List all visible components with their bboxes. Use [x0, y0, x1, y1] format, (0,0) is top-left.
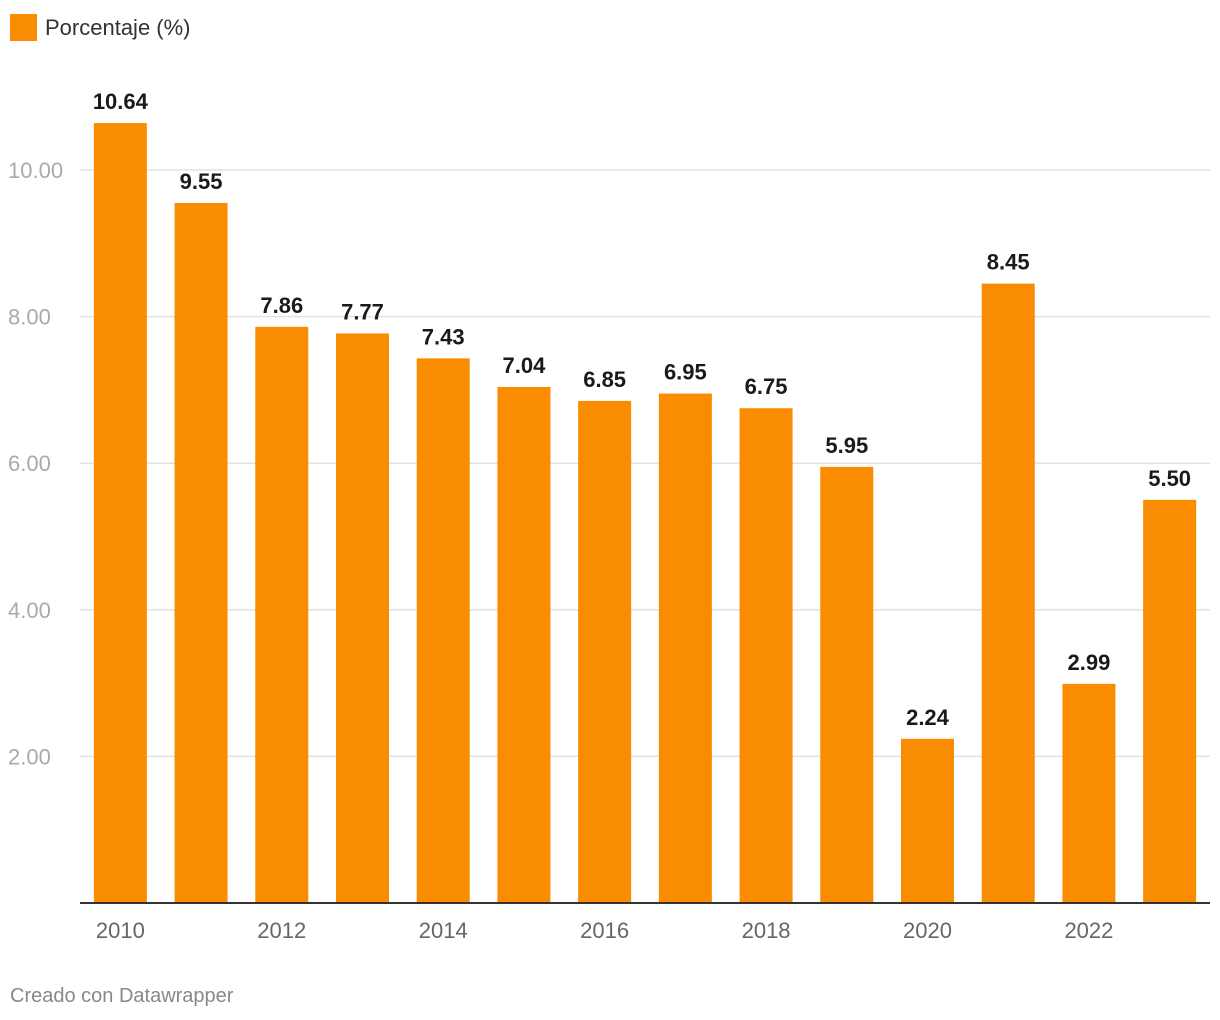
y-tick-label: 4.00	[8, 598, 51, 623]
bar	[901, 738, 954, 903]
x-tick-label: 2010	[96, 918, 145, 943]
legend: Porcentaje (%)	[10, 14, 191, 41]
bar	[739, 408, 793, 903]
x-tick-label: 2020	[903, 918, 952, 943]
bar-value-label: 10.64	[93, 89, 149, 114]
x-tick-label: 2014	[419, 918, 468, 943]
bar-value-label: 7.04	[503, 353, 547, 378]
bar-value-label: 8.45	[987, 250, 1030, 275]
bar-value-label: 5.95	[825, 433, 868, 458]
bar-value-label: 6.95	[664, 360, 707, 385]
y-tick-label: 8.00	[8, 305, 51, 330]
bar-value-label: 9.55	[180, 169, 223, 194]
bar	[820, 466, 874, 903]
bar	[1143, 499, 1197, 903]
bar	[416, 358, 470, 904]
bar	[255, 326, 309, 903]
bar-chart: 2.00 4.00 6.00 8.00 10.00 10.64 2010 9.55 7.86 20…	[8, 89, 1210, 943]
bar-value-label: 7.77	[341, 299, 384, 324]
bar-value-label: 2.99	[1068, 650, 1111, 675]
bar	[336, 333, 389, 904]
bar	[174, 202, 228, 904]
bar	[658, 393, 712, 903]
x-tick-label: 2018	[742, 918, 791, 943]
y-tick-label: 2.00	[8, 744, 51, 769]
bar	[497, 386, 551, 903]
x-tick-label: 2016	[580, 918, 629, 943]
bar	[981, 283, 1035, 903]
x-tick-label: 2022	[1064, 918, 1113, 943]
bar-value-label: 7.86	[260, 293, 303, 318]
y-tick-label: 6.00	[8, 451, 51, 476]
bar	[1062, 683, 1116, 903]
legend-swatch	[10, 14, 37, 41]
bar	[93, 123, 147, 903]
bar-value-label: 5.50	[1148, 466, 1191, 491]
bar	[578, 400, 632, 903]
legend-label: Porcentaje (%)	[45, 14, 191, 40]
bar-value-label: 7.43	[422, 324, 465, 349]
footer-credit: Creado con Datawrapper	[10, 985, 234, 1007]
bar-value-label: 6.85	[583, 367, 626, 392]
x-tick-label: 2012	[257, 918, 306, 943]
y-tick-label: 10.00	[8, 158, 63, 183]
bar-value-label: 2.24	[906, 705, 950, 730]
bar-value-label: 6.75	[745, 374, 788, 399]
